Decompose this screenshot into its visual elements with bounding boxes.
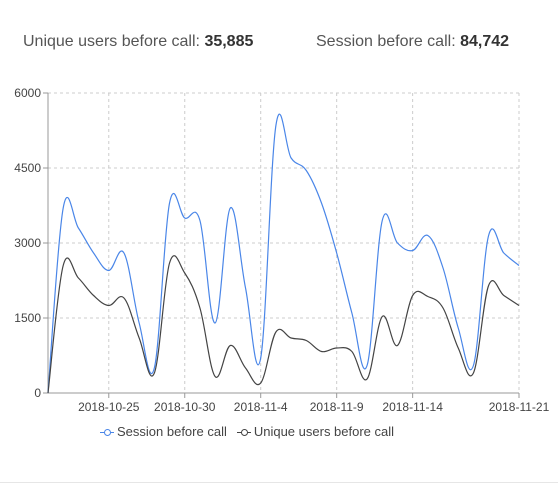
- chart-axes: 0 1500 3000 4500 6000 2018-10-25 2018-10-30 201…: [14, 86, 549, 414]
- line-chart: 0 1500 3000 4500 6000 2018-10-25 2018-10-30 201…: [14, 86, 549, 414]
- legend-label: Session before call: [117, 424, 227, 439]
- y-tick-label: 1500: [14, 311, 41, 325]
- y-tick-label: 3000: [14, 236, 41, 250]
- x-tick-label: 2018-11-21: [489, 400, 550, 414]
- y-tick-label: 4500: [14, 161, 41, 175]
- x-tick-label: 2018-11-14: [382, 400, 443, 414]
- sessions-value: 84,742: [460, 33, 510, 50]
- x-tick-label: 2018-10-25: [78, 400, 140, 414]
- chart-legend: Session before call Unique users before c…: [100, 424, 404, 439]
- y-tick-label: 0: [34, 386, 41, 400]
- legend-item-sessions[interactable]: Session before call: [100, 424, 227, 439]
- bottom-divider: [0, 482, 558, 483]
- legend-label: Unique users before call: [253, 424, 395, 439]
- unique-users-stat: Unique users before call: 35,885: [23, 33, 253, 51]
- sessions-label: Session before call:: [316, 33, 456, 50]
- legend-swatch: [236, 428, 251, 438]
- legend-swatch: [100, 428, 114, 438]
- chart-grid: [48, 92, 520, 393]
- x-tick-label: 2018-11-9: [310, 400, 364, 414]
- series-line-unique-users: [47, 255, 520, 394]
- x-tick-label: 2018-11-4: [234, 400, 288, 414]
- summary-stats: Unique users before call: 35,885 Session…: [0, 33, 558, 57]
- legend-item-unique-users[interactable]: Unique users before call: [236, 424, 395, 439]
- unique-users-label: Unique users before call:: [23, 33, 200, 50]
- y-tick-label: 6000: [14, 86, 41, 100]
- chart-series: [47, 113, 520, 394]
- series-line-sessions: [47, 113, 520, 394]
- sessions-stat: Session before call: 84,742: [316, 33, 509, 51]
- x-tick-label: 2018-10-30: [154, 400, 216, 414]
- unique-users-value: 35,885: [204, 33, 254, 50]
